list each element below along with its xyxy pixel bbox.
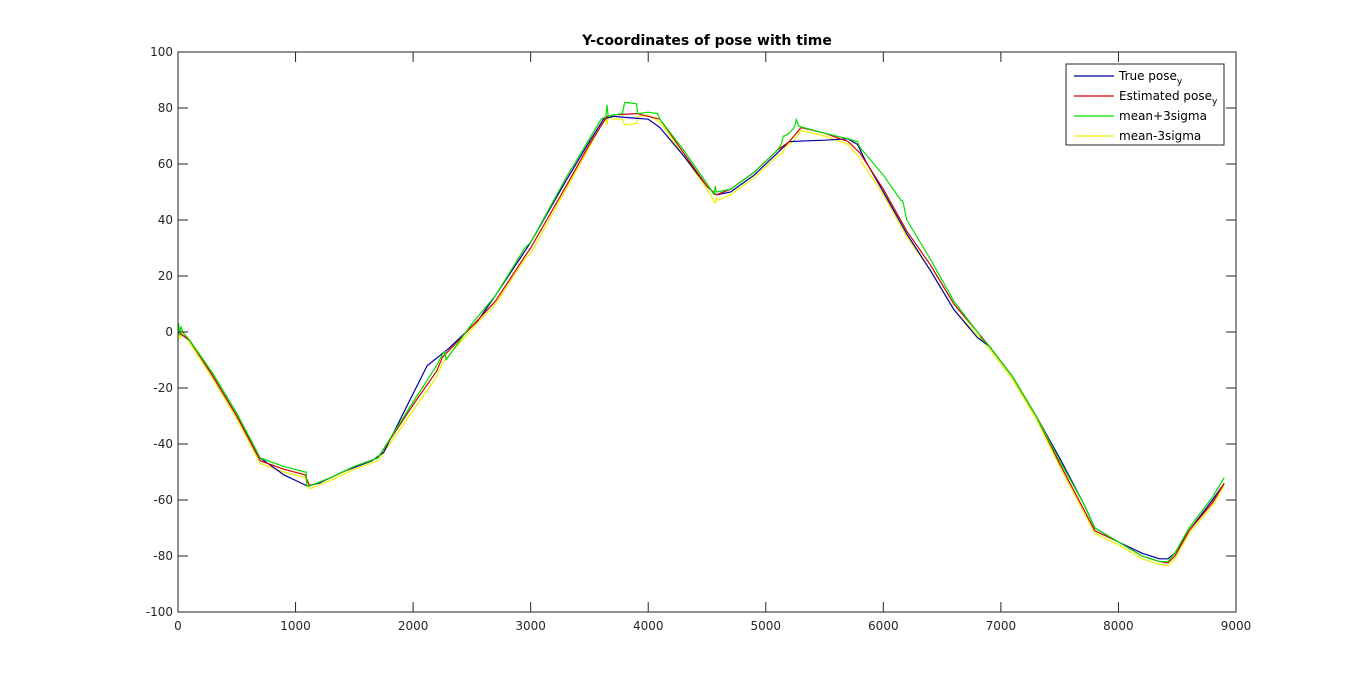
y-tick-label: 100 — [150, 45, 173, 59]
y-tick-label: 80 — [158, 101, 173, 115]
series-layer — [178, 101, 1225, 567]
x-tick-label: 5000 — [751, 619, 782, 633]
y-tick-label: -100 — [146, 605, 173, 619]
plot-area — [178, 52, 1236, 612]
chart-title: Y-coordinates of pose with time — [581, 33, 832, 49]
legend-label: Estimated posey — [1119, 89, 1218, 107]
legend-label: mean+3sigma — [1119, 109, 1207, 123]
tick-layer: 0 1000 2000 3000 4000 5000 6000 7000 8000 9000-10… — [146, 45, 1252, 633]
y-tick-label: 60 — [158, 157, 173, 171]
legend-box — [1065, 63, 1225, 146]
y-tick-label: -40 — [153, 437, 173, 451]
y-tick-label: 0 — [165, 325, 173, 339]
x-tick-label: 4000 — [633, 619, 664, 633]
series-line-4 — [178, 114, 1225, 567]
y-tick-label: -60 — [153, 493, 173, 507]
x-tick-label: 1000 — [280, 619, 311, 633]
y-tick-label: 20 — [158, 269, 173, 283]
x-tick-label: 2000 — [398, 619, 429, 633]
legend: True posey Estimated posey mean+3sigma mean… — [1065, 63, 1225, 146]
y-tick-label: -20 — [153, 381, 173, 395]
y-tick-label: 40 — [158, 213, 173, 227]
legend-label: mean-3sigma — [1119, 129, 1201, 143]
x-tick-label: 6000 — [868, 619, 899, 633]
x-tick-label: 8000 — [1103, 619, 1134, 633]
legend-label-subscript: y — [1177, 77, 1183, 87]
series-line-3 — [178, 101, 1225, 563]
legend-label: True posey — [1118, 69, 1183, 87]
x-tick-label: 7000 — [986, 619, 1017, 633]
y-tick-label: -80 — [153, 549, 173, 563]
x-tick-label: 0 — [174, 619, 182, 633]
legend-label-subscript: y — [1212, 97, 1218, 107]
x-tick-label: 3000 — [515, 619, 546, 633]
x-tick-label: 9000 — [1221, 619, 1252, 633]
